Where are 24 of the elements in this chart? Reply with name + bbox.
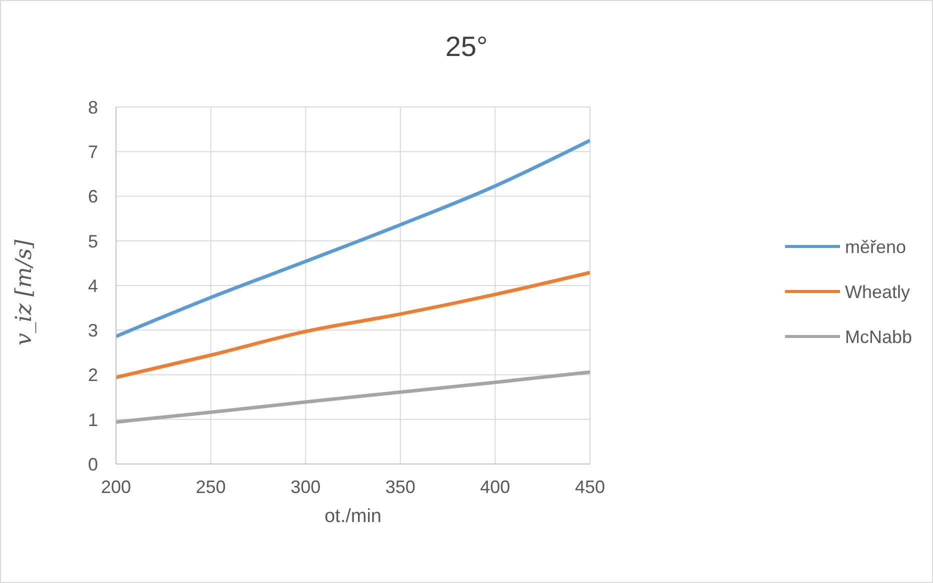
y-tick-label: 6 — [88, 186, 98, 207]
x-tick-label: 400 — [480, 476, 510, 497]
legend-label: McNabb — [844, 326, 912, 348]
y-axis-title: v_iz [m/s] — [12, 239, 37, 346]
line-series — [116, 370, 590, 424]
x-tick-label: 300 — [290, 476, 321, 497]
line-series — [116, 138, 590, 338]
y-tick-label: 7 — [88, 142, 98, 162]
x-tick-label: 350 — [385, 476, 416, 497]
y-tick-label: 1 — [88, 410, 98, 430]
y-tick-label: 2 — [88, 365, 98, 386]
x-tick-label: 250 — [196, 476, 226, 497]
y-tick-label: 4 — [88, 276, 98, 296]
y-tick-label: 5 — [88, 231, 98, 252]
y-tick-label: 8 — [88, 97, 98, 118]
legend-label: Wheatly — [844, 280, 910, 304]
y-tick-label: 0 — [88, 454, 98, 474]
chart-title: 25° — [444, 31, 489, 63]
line-series — [116, 270, 590, 380]
y-tick-label: 3 — [88, 320, 98, 341]
x-tick-label: 450 — [574, 476, 605, 497]
legend-label: měřeno — [844, 236, 906, 258]
x-axis-title: ot./min — [324, 506, 382, 527]
x-tick-label: 200 — [100, 476, 132, 497]
